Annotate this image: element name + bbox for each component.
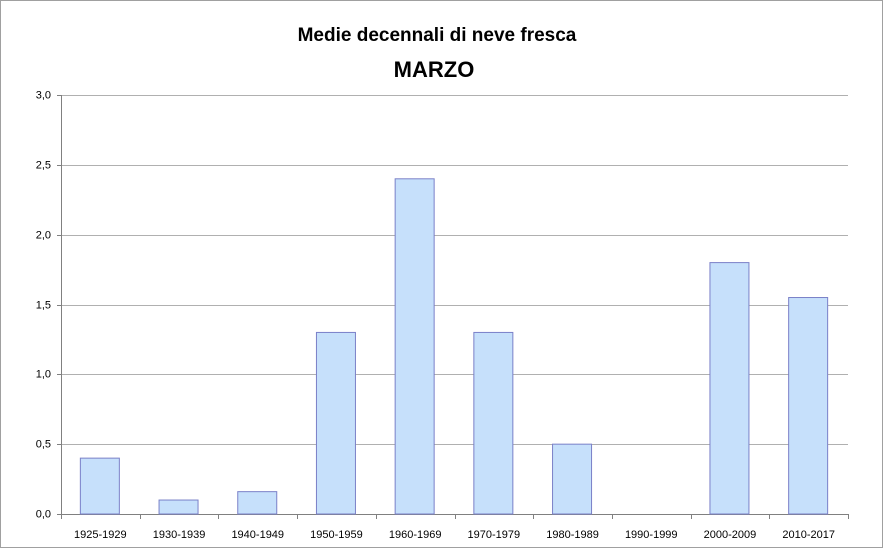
y-tick-label: 0,5	[36, 438, 51, 450]
x-tick-label: 1940-1949	[231, 529, 284, 541]
y-tick-label: 1,0	[36, 368, 51, 380]
bar	[709, 262, 750, 515]
y-tick-label: 1,5	[36, 299, 51, 311]
x-tick-label: 1980-1989	[546, 529, 599, 541]
chart-title: Medie decennali di neve fresca	[298, 25, 577, 46]
x-tick-label: 1925-1929	[74, 529, 127, 541]
x-tick-label: 2010-2017	[782, 529, 835, 541]
y-tick-label: 3,0	[36, 89, 51, 101]
x-tick-label: 1970-1979	[468, 529, 521, 541]
chart-subtitle: MARZO	[394, 57, 475, 82]
bar	[552, 443, 593, 515]
y-tick-label: 0,0	[36, 508, 51, 520]
bar	[79, 457, 120, 515]
bar	[473, 331, 514, 515]
bar	[788, 297, 829, 515]
x-tick-label: 1990-1999	[625, 529, 678, 541]
x-tick-label: 1930-1939	[153, 529, 206, 541]
x-tick-label: 2000-2009	[704, 529, 757, 541]
bar	[237, 491, 278, 515]
x-tick-label: 1960-1969	[389, 529, 442, 541]
x-tick-label: 1950-1959	[310, 529, 363, 541]
bar	[158, 499, 199, 515]
bar	[315, 331, 356, 515]
bar	[394, 178, 435, 515]
y-tick-label: 2,0	[36, 229, 51, 241]
y-tick-label: 2,5	[36, 159, 51, 171]
